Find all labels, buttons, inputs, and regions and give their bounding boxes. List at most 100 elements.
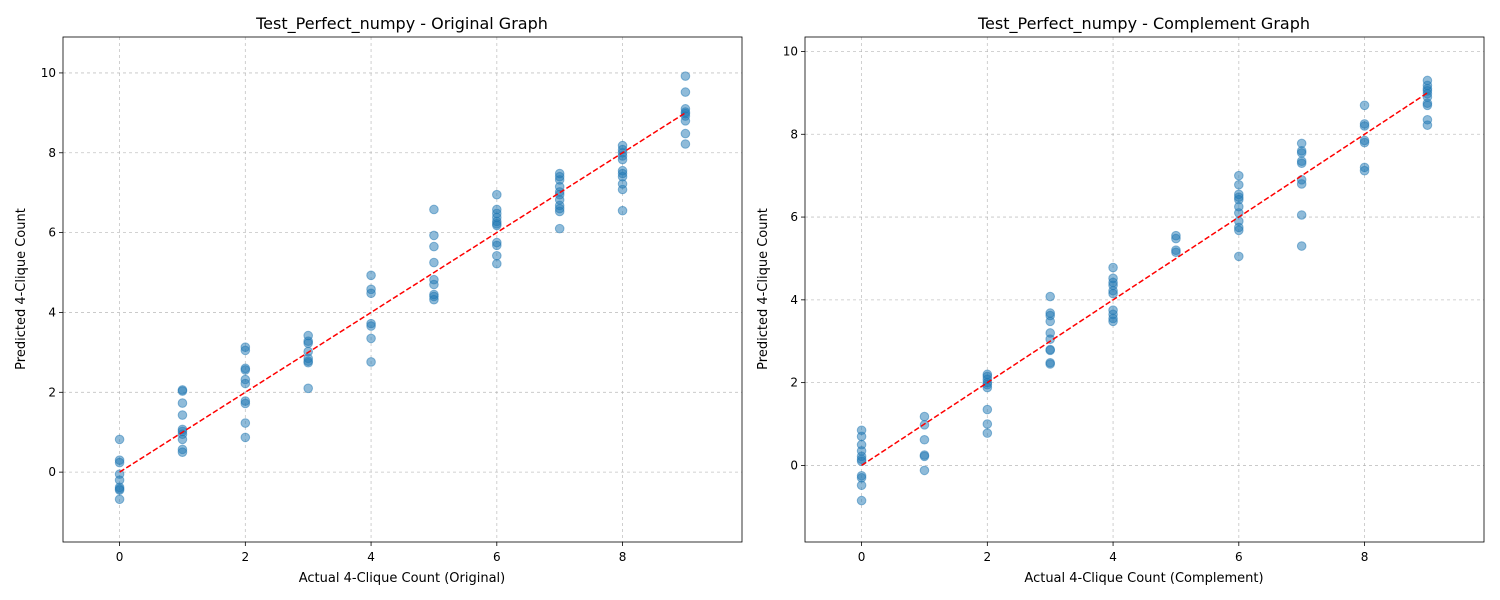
data-point [492,240,502,251]
data-point [492,258,502,269]
scatter-points [856,75,1433,506]
data-point [114,494,125,505]
y-axis-label: Predicted 4-Clique Count [14,208,29,370]
data-point [429,257,439,268]
x-tick-label: 0 [116,550,124,564]
y-tick-label: 4 [790,293,798,307]
data-point [240,398,251,409]
data-point [617,184,628,195]
data-point [1045,345,1055,356]
data-point [177,434,188,445]
data-point [1359,121,1370,131]
x-tick-label: 2 [984,550,992,564]
x-axis-label: Actual 4-Clique Count (Complement) [1024,571,1263,586]
data-point [617,154,628,165]
x-tick-label: 2 [242,550,250,564]
data-point [1296,210,1307,220]
plot-frame [804,36,1485,543]
data-point [1171,247,1181,258]
data-point [177,386,188,396]
x-tick-label: 4 [1109,550,1117,564]
data-point [240,345,251,356]
data-point [856,495,867,506]
data-point [680,139,691,149]
data-point [617,205,628,216]
data-point [1296,179,1307,189]
data-point [366,270,376,281]
data-point [856,480,867,491]
data-point [177,398,188,408]
data-point [1296,148,1307,158]
data-point [1234,170,1244,181]
y-tick-label: 4 [48,305,56,319]
data-point [982,428,993,438]
data-point [919,411,930,422]
x-tick-label: 6 [1235,550,1243,564]
data-point [429,294,439,305]
data-point [240,378,251,389]
data-point [919,465,930,476]
data-point [1422,120,1433,130]
data-point [492,189,502,200]
y-tick-label: 10 [41,66,56,80]
data-point [680,71,691,81]
data-point [1171,233,1181,244]
original-graph-plot: Test_Perfect_numpy - Original Graph 0 2 4 6… [14,14,743,586]
data-point [303,357,313,368]
data-point [492,220,502,231]
y-tick-label: 0 [48,465,56,479]
data-point [429,279,439,290]
data-point [1422,100,1433,111]
data-point [1296,158,1307,169]
data-point [1045,359,1055,369]
x-tick-label: 8 [619,550,627,564]
data-point [177,410,188,420]
data-point [1108,316,1118,327]
y-tick-label: 0 [790,458,798,472]
data-point [856,431,867,442]
chart-title: Test_Perfect_numpy - Original Graph [255,14,548,34]
data-point [1359,165,1370,176]
data-point [240,432,251,443]
ideal-prediction-line [119,112,686,473]
data-point [429,204,439,215]
data-point [680,116,691,126]
scatter-points [114,71,691,505]
y-axis-label: Predicted 4-Clique Count [756,208,771,370]
data-point [1234,179,1244,190]
x-tick-label: 0 [858,550,866,564]
y-tick-label: 8 [48,146,56,160]
data-point [366,357,376,367]
data-point [1108,262,1118,273]
data-point [1234,225,1244,236]
data-point [680,87,691,97]
data-point [982,404,993,415]
data-point [240,418,251,428]
data-point [114,485,125,495]
plot-frame [62,36,743,543]
x-tick-label: 8 [1361,550,1369,564]
y-tick-label: 10 [783,44,798,58]
ideal-prediction-line [861,92,1428,467]
data-point [177,447,188,457]
data-point [982,419,993,429]
y-tick-label: 2 [790,376,798,390]
data-point [1108,288,1118,299]
data-point [1045,316,1055,327]
y-tick-label: 8 [790,127,798,141]
y-tick-label: 6 [48,226,56,240]
y-tick-label: 6 [790,210,798,224]
chart-title: Test_Perfect_numpy - Complement Graph [977,14,1310,34]
data-point [1359,137,1370,148]
data-point [429,230,439,241]
data-point [1234,251,1244,262]
complement-graph-plot: Test_Perfect_numpy - Complement Graph 0 2… [756,14,1485,586]
data-point [919,434,930,445]
data-point [680,128,691,139]
y-tick-label: 2 [48,385,56,399]
data-point [919,451,930,462]
data-point [366,333,376,344]
data-point [1359,100,1370,111]
x-tick-label: 6 [493,550,501,564]
